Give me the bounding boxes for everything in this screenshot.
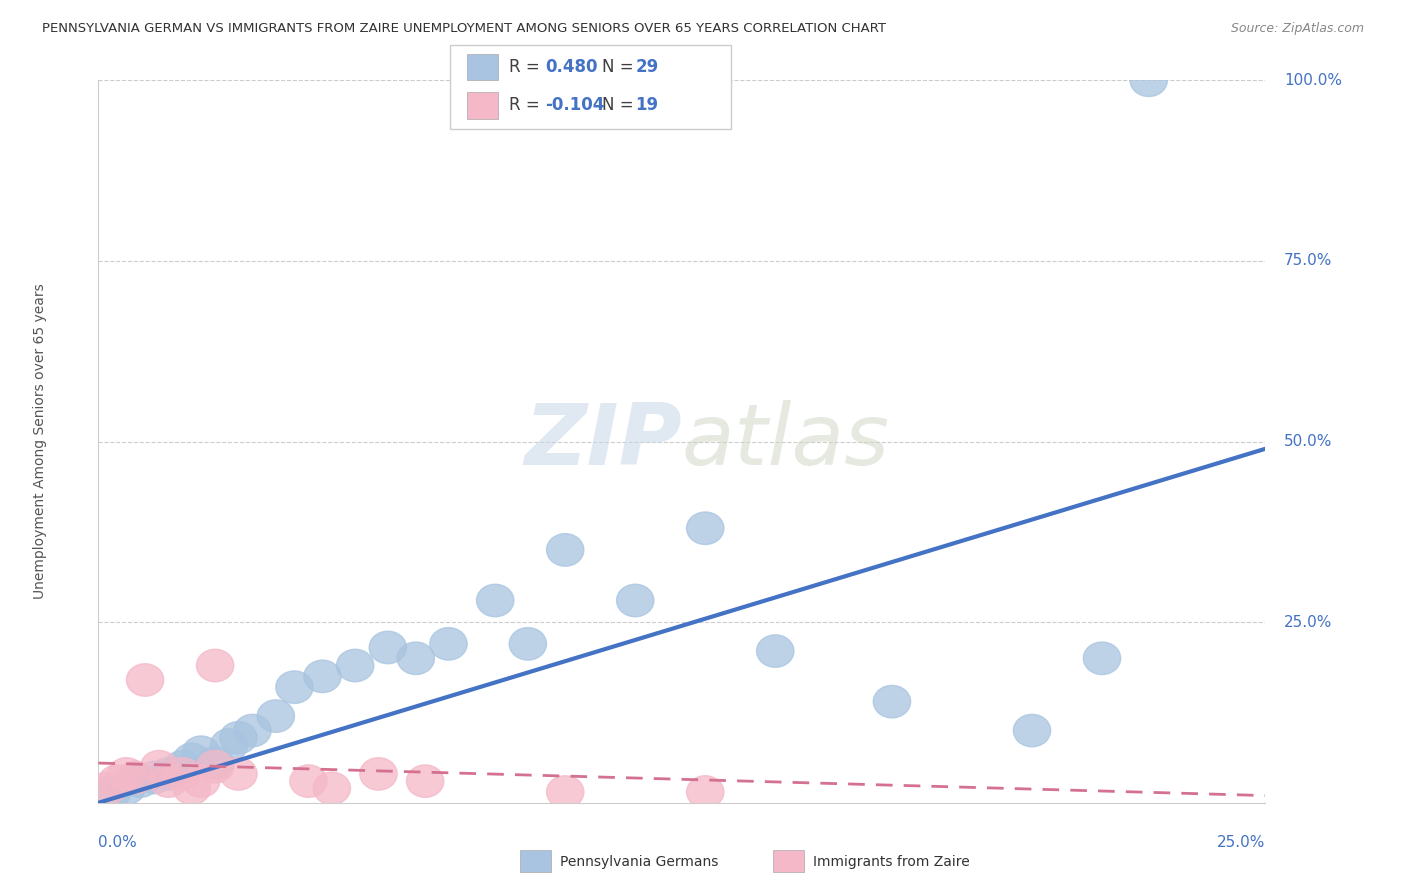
Ellipse shape — [1084, 642, 1121, 674]
Text: ZIP: ZIP — [524, 400, 682, 483]
Ellipse shape — [117, 761, 155, 794]
Text: Immigrants from Zaire: Immigrants from Zaire — [813, 855, 969, 869]
Ellipse shape — [396, 642, 434, 674]
Ellipse shape — [98, 764, 136, 797]
Text: Pennsylvania Germans: Pennsylvania Germans — [560, 855, 718, 869]
Ellipse shape — [127, 664, 163, 697]
Ellipse shape — [108, 772, 145, 805]
Text: 29: 29 — [636, 58, 659, 76]
Ellipse shape — [173, 743, 211, 776]
Ellipse shape — [219, 722, 257, 754]
Ellipse shape — [233, 714, 271, 747]
Text: 0.0%: 0.0% — [98, 835, 138, 850]
Ellipse shape — [1014, 714, 1050, 747]
Text: 19: 19 — [636, 96, 658, 114]
Ellipse shape — [122, 764, 159, 797]
Ellipse shape — [150, 757, 187, 790]
Ellipse shape — [211, 729, 247, 761]
Ellipse shape — [290, 764, 328, 797]
Text: 100.0%: 100.0% — [1284, 73, 1343, 87]
Ellipse shape — [370, 632, 406, 664]
Ellipse shape — [336, 649, 374, 681]
Text: Unemployment Among Seniors over 65 years: Unemployment Among Seniors over 65 years — [34, 284, 46, 599]
Ellipse shape — [547, 776, 583, 808]
Ellipse shape — [276, 671, 314, 704]
Text: PENNSYLVANIA GERMAN VS IMMIGRANTS FROM ZAIRE UNEMPLOYMENT AMONG SENIORS OVER 65 : PENNSYLVANIA GERMAN VS IMMIGRANTS FROM Z… — [42, 22, 886, 36]
Ellipse shape — [219, 757, 257, 790]
Ellipse shape — [163, 750, 201, 783]
Ellipse shape — [756, 635, 794, 667]
Ellipse shape — [304, 660, 342, 692]
Text: -0.104: -0.104 — [546, 96, 605, 114]
Ellipse shape — [183, 736, 219, 769]
Ellipse shape — [617, 584, 654, 616]
Ellipse shape — [163, 757, 201, 790]
Ellipse shape — [477, 584, 513, 616]
Ellipse shape — [509, 628, 547, 660]
Ellipse shape — [94, 776, 131, 808]
Ellipse shape — [406, 764, 444, 797]
Ellipse shape — [89, 772, 127, 805]
Text: R =: R = — [509, 58, 546, 76]
Ellipse shape — [173, 772, 211, 805]
Text: 25.0%: 25.0% — [1284, 615, 1333, 630]
Ellipse shape — [197, 747, 233, 780]
Ellipse shape — [314, 772, 350, 805]
Text: 0.480: 0.480 — [546, 58, 598, 76]
Ellipse shape — [141, 750, 177, 783]
Text: R =: R = — [509, 96, 546, 114]
Text: 50.0%: 50.0% — [1284, 434, 1333, 449]
Ellipse shape — [197, 649, 233, 681]
Text: N =: N = — [602, 58, 638, 76]
Ellipse shape — [686, 776, 724, 808]
Ellipse shape — [873, 685, 911, 718]
Text: N =: N = — [602, 96, 638, 114]
Ellipse shape — [136, 761, 173, 794]
Ellipse shape — [108, 757, 145, 790]
Ellipse shape — [197, 750, 233, 783]
Ellipse shape — [430, 628, 467, 660]
Text: 25.0%: 25.0% — [1218, 835, 1265, 850]
Ellipse shape — [183, 764, 219, 797]
Ellipse shape — [1130, 64, 1167, 96]
Ellipse shape — [547, 533, 583, 566]
Text: atlas: atlas — [682, 400, 890, 483]
Ellipse shape — [257, 700, 294, 732]
Ellipse shape — [150, 764, 187, 797]
Ellipse shape — [360, 757, 396, 790]
Ellipse shape — [686, 512, 724, 544]
Text: 75.0%: 75.0% — [1284, 253, 1333, 268]
Text: Source: ZipAtlas.com: Source: ZipAtlas.com — [1230, 22, 1364, 36]
